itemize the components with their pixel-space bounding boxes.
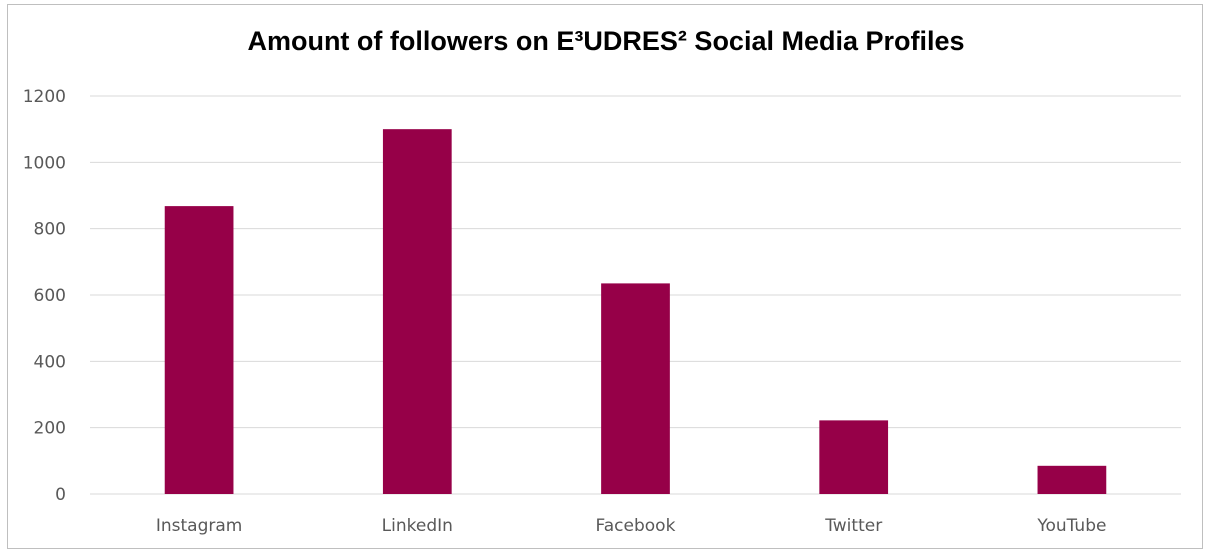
y-tick-label: 800 bbox=[34, 220, 66, 240]
y-tick-label: 400 bbox=[34, 352, 66, 372]
x-category-label: YouTube bbox=[1036, 516, 1106, 536]
y-tick-label: 600 bbox=[34, 286, 66, 306]
bar-linkedin bbox=[382, 129, 452, 494]
y-tick-label: 1000 bbox=[23, 153, 66, 173]
bar-instagram bbox=[164, 206, 234, 494]
chart-title: Amount of followers on E³UDRES² Social M… bbox=[247, 26, 965, 56]
x-category-label: Instagram bbox=[156, 516, 243, 536]
bar-facebook bbox=[601, 283, 670, 494]
y-axis-ticks: 0 200 400 600 800 1000 1200 bbox=[23, 87, 66, 505]
bar-twitter bbox=[819, 420, 889, 494]
y-tick-label: 0 bbox=[55, 485, 66, 505]
x-category-label: Twitter bbox=[824, 516, 882, 536]
x-axis-labels: Instagram LinkedIn Facebook Twitter YouTube bbox=[156, 516, 1107, 536]
bars bbox=[164, 129, 1107, 494]
bar-youtube bbox=[1037, 465, 1107, 494]
x-category-label: LinkedIn bbox=[382, 516, 453, 536]
y-tick-label: 1200 bbox=[23, 87, 66, 107]
x-category-label: Facebook bbox=[596, 516, 676, 536]
y-tick-label: 200 bbox=[34, 419, 66, 439]
